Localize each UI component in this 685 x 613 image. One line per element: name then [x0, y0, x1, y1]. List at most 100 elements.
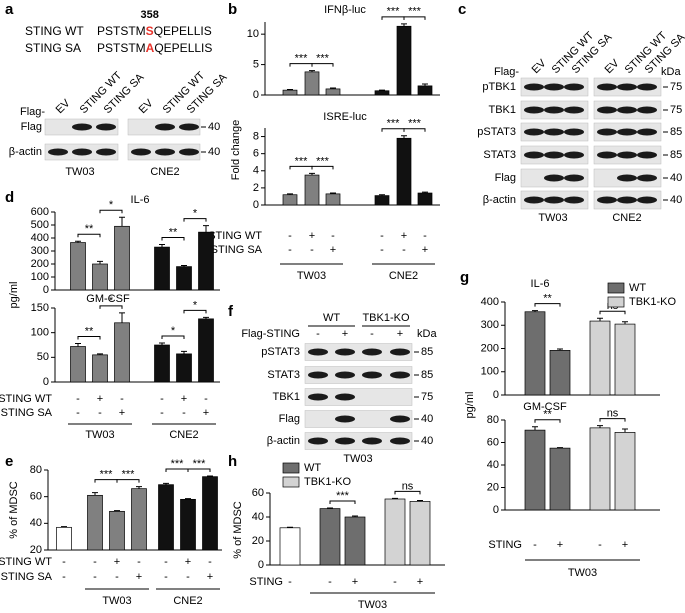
blot-band	[637, 174, 657, 182]
blot-band	[637, 128, 657, 136]
marker-label: 40	[670, 172, 682, 184]
condition-sign: -	[380, 244, 384, 256]
lane-prefix: Flag-	[494, 66, 519, 78]
condition-sign: +	[401, 230, 407, 242]
legend-swatch	[282, 462, 300, 474]
condition-label: STING	[249, 576, 283, 588]
bar	[409, 501, 431, 566]
cell-line-label: CNE2	[150, 166, 179, 178]
significance-bracket	[599, 310, 626, 315]
bar	[131, 488, 147, 551]
condition-sign: -	[310, 244, 314, 256]
condition-label: STING WT	[0, 556, 52, 568]
condition-sign: -	[137, 556, 141, 568]
sequence-residue: S	[146, 24, 154, 38]
group-label: TW03	[358, 599, 387, 611]
error-bar	[422, 83, 428, 86]
significance-bracket	[311, 63, 334, 67]
bar	[396, 137, 412, 206]
blot-band	[155, 123, 175, 131]
bar	[92, 354, 108, 383]
y-tick-label: 40	[487, 459, 499, 471]
blot-band	[564, 106, 584, 114]
blot-band	[72, 148, 92, 156]
condition-sign: +	[352, 576, 358, 588]
significance-bracket	[534, 419, 561, 423]
significance-label: ***	[387, 118, 401, 130]
condition-sign: +	[309, 230, 315, 242]
condition-sign: -	[115, 571, 119, 583]
panel-label: g	[460, 269, 469, 286]
blot-band	[390, 437, 410, 445]
blot-row-label: pSTAT3	[477, 126, 516, 138]
significance-label: **	[85, 223, 94, 235]
marker-label: 40	[208, 146, 220, 158]
condition-sign: -	[164, 556, 168, 568]
condition-sign: -	[331, 230, 335, 242]
blot-band	[72, 123, 92, 131]
error-bar	[417, 499, 423, 502]
blot-band	[179, 148, 199, 156]
blot-band	[637, 196, 657, 204]
error-bar	[597, 317, 603, 322]
y-tick-label: 60	[487, 436, 499, 448]
condition-sign: +	[185, 556, 191, 568]
significance-bracket	[394, 490, 421, 495]
significance-label: ***	[408, 118, 422, 130]
bar	[325, 193, 341, 206]
blot-band	[524, 128, 544, 136]
blot-band	[597, 106, 617, 114]
error-bar	[287, 526, 293, 528]
sequence-suffix: QEPELLIS	[154, 41, 212, 55]
blot-band	[155, 148, 175, 156]
y-tick-label: 80	[487, 414, 499, 426]
error-bar	[136, 486, 142, 489]
condition-sign: -	[160, 407, 164, 419]
y-tick-label: 4	[253, 165, 259, 177]
condition-sign: -	[164, 571, 168, 583]
y-tick-label: 80	[30, 464, 42, 476]
bar	[154, 246, 170, 291]
y-tick-label: 400	[31, 232, 49, 244]
error-bar	[75, 343, 81, 347]
condition-sign: -	[423, 230, 427, 242]
error-bar	[401, 23, 407, 27]
error-bar	[622, 428, 628, 433]
significance-label: **	[169, 226, 178, 238]
sequence: PSTSTMAQEPELLIS	[97, 41, 212, 55]
legend-label: WT	[629, 282, 646, 294]
blot-band	[362, 437, 382, 445]
group-label: TW03	[297, 270, 326, 282]
panel-label: b	[228, 1, 237, 18]
blot-row-label: pTBK1	[482, 81, 516, 93]
blot-band	[131, 148, 151, 156]
blot-band	[544, 83, 564, 91]
blot-band	[335, 393, 355, 401]
group-label: CNE2	[169, 429, 198, 441]
significance-bracket	[187, 468, 211, 472]
condition-sign: +	[97, 393, 103, 405]
blot-band	[96, 123, 116, 131]
marker-label: 75	[670, 81, 682, 93]
bar	[549, 447, 571, 511]
significance-bracket	[77, 336, 101, 340]
blot-band	[564, 151, 584, 159]
blot-band	[637, 151, 657, 159]
condition-sign: +	[207, 571, 213, 583]
blot-band	[48, 148, 68, 156]
condition-sign: -	[380, 230, 384, 242]
significance-label: **	[543, 409, 552, 421]
y-tick-label: 600	[31, 206, 49, 218]
unit-label: kDa	[417, 328, 437, 340]
group-label: WT	[323, 312, 340, 324]
y-tick-label: 500	[31, 219, 49, 231]
condition-label: STING WT	[0, 393, 52, 405]
blot-band	[544, 106, 564, 114]
bar	[304, 71, 320, 96]
significance-label: **	[543, 293, 552, 305]
error-bar	[203, 316, 209, 319]
condition-sign: -	[288, 230, 292, 242]
blot-band	[308, 371, 328, 379]
condition-sign: +	[330, 244, 336, 256]
lane-prefix: Flag-STING	[241, 328, 300, 340]
